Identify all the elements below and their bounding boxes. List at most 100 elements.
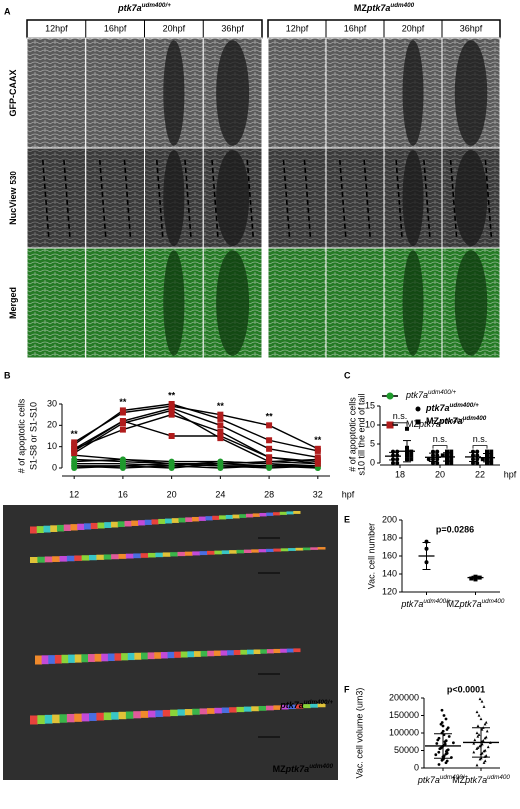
x-tick-label-part: MZ [447,599,460,609]
cell-segment [61,654,69,664]
y-tick-label: 120 [382,586,397,596]
marker [485,461,489,465]
cell-segment [162,709,171,717]
genotype-label-part: ptk7a [285,764,310,774]
boundary-trace [423,159,431,239]
cell-segment [247,649,255,655]
marker [431,449,435,454]
cell-segment [158,518,166,524]
cell-segment [192,516,200,522]
marker [452,741,455,745]
legend-label-part: MZ [406,419,419,429]
cell-segment [59,555,68,562]
cell-segment [214,707,223,714]
boundary-trace [282,159,291,239]
boundary-trace [449,159,458,239]
cell-segment [103,554,112,560]
cell-segment [310,547,319,550]
legend-label: ptk7audm400/+ [405,389,457,401]
x-tick-label: 12 [69,489,79,499]
legend-label-part: udm400 [441,418,464,425]
x-tick-label-part: ptk7a [464,775,487,785]
cell-segment [44,714,53,724]
cell-segment [286,511,294,515]
cell-segment [107,653,115,662]
y-tick-label: 10 [47,441,57,451]
x-tick-label: 32 [313,489,323,499]
marker [217,428,224,435]
legend-label: ptk7audm400/+ [425,402,479,414]
marker [440,721,444,724]
marker [435,449,440,454]
marker [266,437,273,444]
significance: ** [119,397,127,407]
marker [119,420,126,427]
cell-segment [121,653,129,661]
cell-segment [127,652,135,661]
marker [168,433,175,439]
series-line [73,405,319,450]
marker [445,449,449,454]
marker [477,733,481,736]
significance: n.s. [473,434,488,444]
cell-segment [258,549,267,553]
p-value: p=0.0286 [436,524,474,534]
y-tick-label: 160 [382,550,397,560]
significance: n.s. [393,411,408,421]
notochord [216,250,250,356]
cell-segment [286,648,294,653]
marker [217,411,224,418]
cell-segment [232,514,240,519]
marker [217,460,224,467]
cell-segment [30,715,38,725]
cell-segment [180,651,188,658]
group-title-part: ptk7a [117,3,142,13]
x-tick-label: MZptk7audm400 [447,598,505,610]
genotype-label-part: udm400 [309,763,333,770]
y-tick-label: 10 [365,419,375,429]
cell-segment [280,548,289,552]
cell-segment [302,547,311,551]
cell-segment [118,553,127,559]
cell-segment [138,520,146,526]
cell-segment [35,655,43,665]
notochord [216,150,250,246]
cell-segment [293,510,301,514]
cell-segment [260,649,268,654]
cell-segment [37,715,46,725]
micrograph-texture [268,148,326,248]
cell-segment [125,711,134,719]
cell-segment [212,515,220,520]
marker [475,461,480,465]
legend-label-part: ptk7a [425,403,450,413]
marker [444,739,448,743]
micrograph-texture [268,38,326,148]
cell-segment [221,550,230,555]
marker [119,462,126,469]
marker [480,457,485,462]
cell-segment [147,652,155,660]
marker [435,742,439,745]
legend-label-part: ptk7a [405,390,428,400]
cell-segment [251,706,260,712]
marker [431,461,435,465]
y-axis-label: Vac. cell number [366,523,376,589]
cell-segment [207,650,215,657]
cell-segment [213,650,221,656]
marker [478,697,482,701]
cell-segment [114,653,122,661]
y-tick-label: 140 [382,568,397,578]
marker [485,729,489,733]
x-axis-label: hpf [504,469,517,479]
legend-label: MZptk7audm400 [426,415,487,427]
marker [168,411,175,418]
marker [445,759,449,763]
cell-segment [219,515,227,520]
x-tick-label: 28 [264,489,274,499]
marker [266,422,273,429]
cell-segment [171,518,179,523]
cell-segment [184,551,193,556]
series-line [73,409,318,463]
cell-segment [310,703,319,708]
marker [479,717,483,721]
